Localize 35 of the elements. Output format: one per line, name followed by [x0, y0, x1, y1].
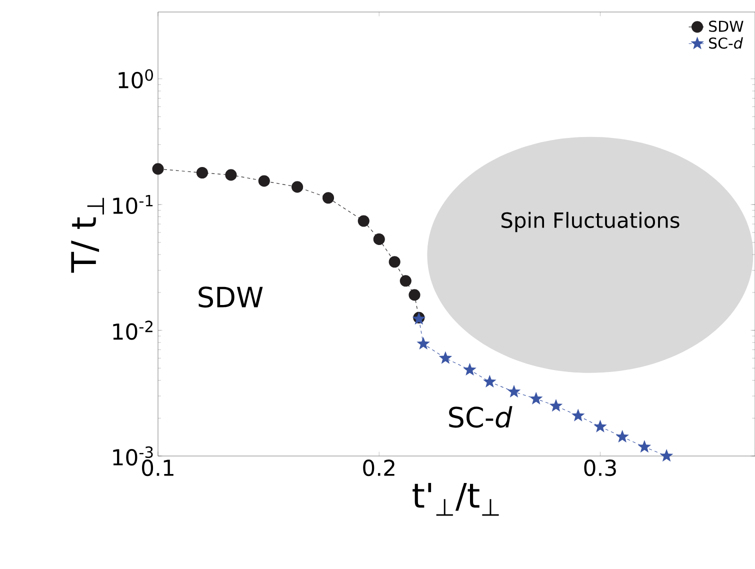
point [638, 440, 652, 453]
y-axis-title: T/ t$_{⊥}$ [71, 198, 104, 273]
point [660, 449, 674, 462]
annotation: SC-d [449, 406, 512, 428]
point [483, 374, 496, 388]
point [388, 256, 400, 268]
y-tick-label: 10$^{0}$ [118, 69, 153, 88]
point [400, 275, 412, 287]
point [463, 362, 476, 376]
point [322, 192, 334, 204]
point [225, 169, 237, 181]
point [358, 215, 370, 227]
point [594, 420, 607, 432]
legend-label: SC-d [709, 37, 743, 49]
point [507, 384, 521, 398]
y-tick-label: 10$^{-2}$ [113, 320, 152, 340]
annotation: Spin Fluctuations [502, 212, 680, 232]
point [438, 351, 452, 364]
x-axis-title: t'$_{⊥}$/t$_{⊥}$ [412, 482, 499, 516]
x-tick-label: 0.2 [363, 460, 394, 476]
point [571, 408, 585, 422]
point [549, 399, 563, 412]
point [258, 175, 270, 187]
annotation: SDW [198, 286, 263, 308]
point [408, 289, 420, 301]
x-tick-label: 0.3 [584, 460, 616, 476]
y-tick-label: 10$^{-1}$ [113, 195, 153, 214]
point [292, 181, 304, 193]
point [152, 163, 164, 175]
point [416, 336, 430, 350]
point [196, 166, 208, 179]
point [616, 430, 629, 443]
legend-label: SDW [709, 20, 744, 32]
point [373, 233, 385, 245]
point [529, 392, 543, 404]
